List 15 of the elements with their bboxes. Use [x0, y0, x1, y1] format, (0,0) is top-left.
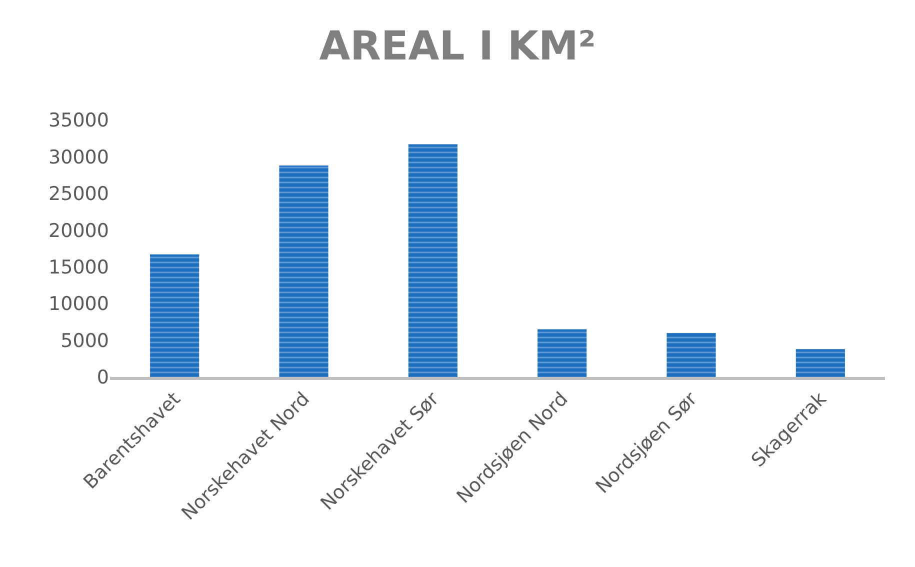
- bar: [408, 144, 458, 377]
- bar: [538, 329, 587, 377]
- y-tick-label: 10000: [48, 293, 109, 316]
- bar: [150, 254, 200, 377]
- y-tick-label: 5000: [60, 330, 109, 352]
- chart-title: AREAL I KM²: [319, 23, 596, 70]
- bar: [666, 332, 716, 377]
- y-tick-label: 30000: [48, 146, 109, 168]
- y-tick-label: 15000: [48, 256, 109, 279]
- y-tick-label: 35000: [48, 110, 109, 132]
- bar: [279, 166, 328, 377]
- bar: [796, 349, 845, 377]
- y-tick-label: 20000: [48, 220, 109, 242]
- y-tick-label: 0: [96, 366, 109, 389]
- y-tick-label: 25000: [48, 183, 109, 206]
